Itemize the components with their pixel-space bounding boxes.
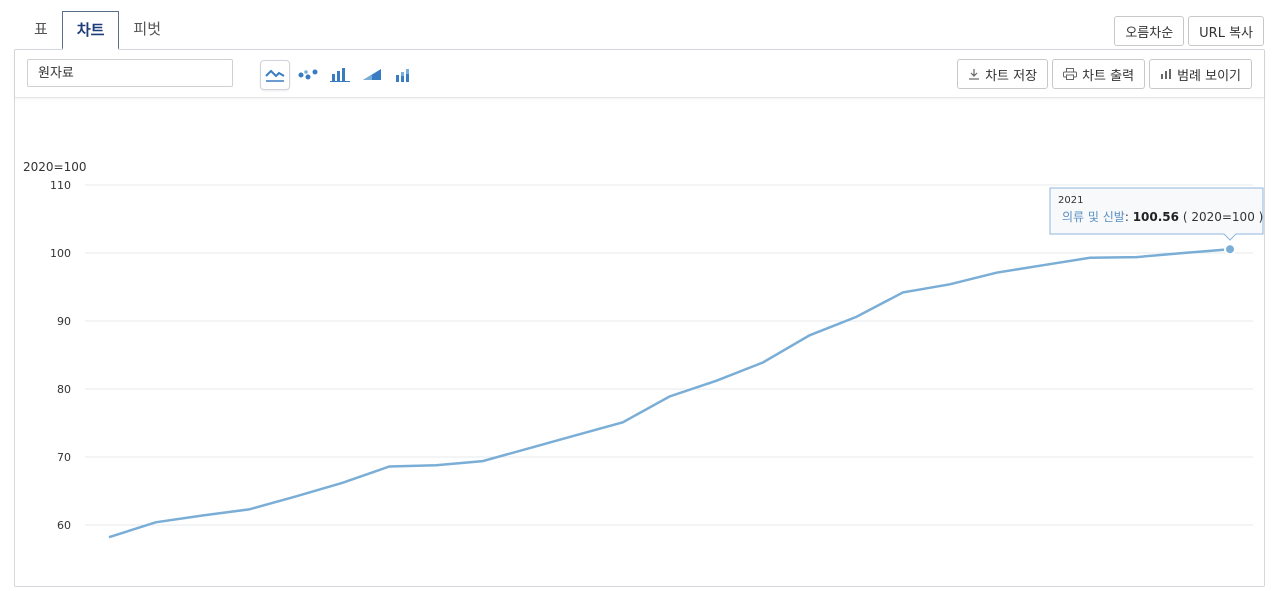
tooltip-unit: ( 2020=100 ) [1179, 210, 1263, 224]
chart-toolbar: 원자료 차트 저장 차트 [15, 50, 1264, 98]
line-chart: 5060708090100110 19971998199920002001200… [23, 160, 1264, 539]
tooltip-number: 100.56 [1133, 210, 1179, 224]
url-copy-button[interactable]: URL 복사 [1188, 16, 1264, 46]
grid-lines [85, 184, 1253, 526]
y-axis: 5060708090100110 [50, 179, 71, 532]
stacked-bar-chart-icon[interactable] [390, 60, 418, 88]
save-chart-button[interactable]: 차트 저장 [957, 59, 1049, 89]
printer-icon [1063, 68, 1078, 80]
legend-icon [1161, 69, 1172, 79]
sort-label: 오름차순 [1125, 25, 1174, 41]
y-tick-label: 100 [50, 247, 71, 260]
top-actions: 오름차순 URL 복사 [1114, 16, 1264, 46]
bar-chart-icon[interactable] [326, 60, 354, 88]
sort-ascending-button[interactable]: 오름차순 [1114, 16, 1185, 46]
download-icon [969, 69, 980, 80]
y-tick-label: 60 [57, 519, 71, 532]
view-tabs: 표 차트 피벗 [20, 11, 175, 50]
unit-label: 2020=100 [23, 160, 87, 174]
save-chart-label: 차트 저장 [985, 68, 1038, 84]
area-chart-icon[interactable] [358, 60, 386, 88]
chart-tools: 차트 저장 차트 출력 범례 보이기 [957, 59, 1252, 89]
y-tick-label: 90 [57, 315, 71, 328]
tab-table[interactable]: 표 [34, 20, 48, 38]
show-legend-label: 범례 보이기 [1177, 68, 1241, 84]
series-line [108, 247, 1231, 539]
line-chart-icon[interactable] [260, 60, 290, 90]
tooltip-value: 의류 및 신발: 100.56 ( 2020=100 ) [1062, 210, 1263, 224]
tooltip-box [1049, 187, 1264, 241]
print-chart-label: 차트 출력 [1082, 68, 1135, 84]
show-legend-button[interactable]: 범례 보이기 [1149, 59, 1252, 89]
y-tick-label: 110 [50, 179, 71, 192]
tooltip-separator: : [1125, 210, 1133, 224]
print-chart-button[interactable]: 차트 출력 [1052, 59, 1146, 89]
chart-panel: 원자료 차트 저장 차트 [14, 49, 1265, 587]
chart-type-selector [260, 60, 418, 90]
tooltip: 2021 의류 및 신발: 100.56 ( 2020=100 ) [1049, 187, 1264, 241]
scatter-chart-icon[interactable] [294, 60, 322, 88]
y-tick-label: 70 [57, 451, 71, 464]
tab-chart[interactable]: 차트 [61, 11, 120, 50]
tooltip-series: 의류 및 신발 [1062, 210, 1125, 224]
item-select[interactable]: 원자료 [27, 59, 233, 87]
y-tick-label: 80 [57, 383, 71, 396]
highlight-point[interactable] [1224, 243, 1236, 256]
tooltip-year: 2021 [1058, 195, 1083, 206]
url-copy-label: URL 복사 [1199, 25, 1253, 41]
tab-pivot[interactable]: 피벗 [133, 20, 162, 38]
